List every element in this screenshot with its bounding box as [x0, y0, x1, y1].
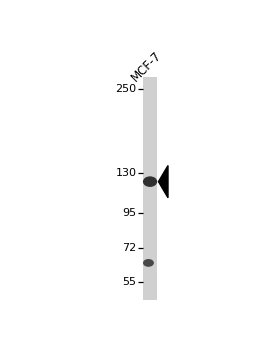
Text: 72: 72 — [122, 243, 137, 253]
Text: 95: 95 — [123, 207, 137, 218]
Polygon shape — [158, 165, 168, 198]
Ellipse shape — [143, 176, 157, 187]
Ellipse shape — [143, 259, 154, 267]
Text: MCF-7: MCF-7 — [129, 49, 164, 84]
Bar — [143, 77, 157, 300]
Text: 250: 250 — [115, 84, 137, 94]
Text: 55: 55 — [123, 277, 137, 287]
Text: 130: 130 — [116, 168, 137, 178]
